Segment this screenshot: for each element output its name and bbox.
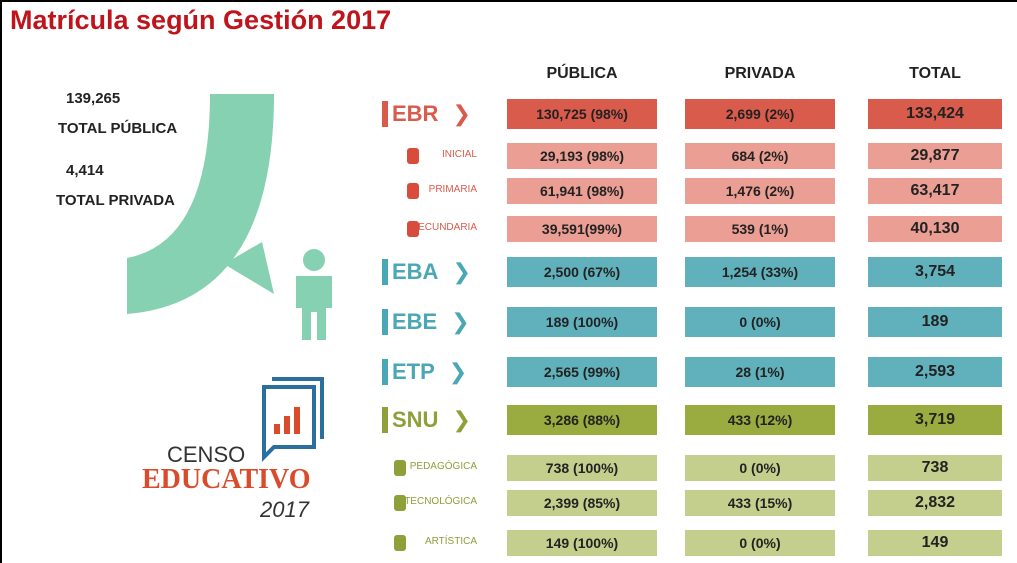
- total-cell: 189: [868, 307, 1002, 337]
- total-cell: 40,130: [868, 216, 1002, 242]
- arc-tip: [224, 242, 274, 294]
- private-cell: 2,699 (2%): [685, 99, 835, 129]
- sub-label: ARTÍSTICA: [424, 536, 477, 547]
- sub-icon: [407, 183, 419, 199]
- total-cell: 2,832: [868, 490, 1002, 516]
- chevron: ❯: [452, 101, 471, 126]
- column-header: PRIVADA: [724, 65, 796, 82]
- public-cell: 189 (100%): [507, 307, 657, 337]
- sub-label: PEDAGÓGICA: [409, 461, 477, 472]
- private-cell: 0 (0%): [685, 530, 835, 556]
- chevron: ❯: [452, 259, 471, 284]
- private-cell: 433 (15%): [685, 490, 835, 516]
- summary-value: 139,265: [66, 90, 121, 107]
- logo-text: 2017: [260, 497, 309, 522]
- private-cell: 28 (1%): [685, 357, 835, 387]
- bracket: [382, 259, 388, 285]
- sub-label: TECNOLÓGICA: [404, 496, 477, 507]
- sub-icon: [394, 460, 406, 476]
- sub-label: INICIAL: [441, 149, 477, 160]
- row-label-text: EBE: [392, 309, 438, 334]
- public-cell: 130,725 (98%): [507, 99, 657, 129]
- summary-label: TOTAL PÚBLICA: [58, 120, 178, 137]
- total-cell: 3,754: [868, 257, 1002, 287]
- chevron: ❯: [448, 359, 468, 384]
- sub-icon: [394, 495, 406, 511]
- private-cell: 0 (0%): [685, 307, 835, 337]
- row-label-text: ETP: [392, 359, 435, 384]
- public-cell: 2,565 (99%): [507, 357, 657, 387]
- public-cell: 61,941 (98%): [507, 178, 657, 204]
- column-header: TOTAL: [909, 65, 961, 82]
- total-cell: 2,593: [868, 357, 1002, 387]
- book-icon: [262, 377, 324, 462]
- row-label-text: EBA: [392, 259, 439, 284]
- sub-icon: [394, 535, 406, 551]
- sub-label: PRIMARIA: [428, 184, 477, 195]
- sub-icon: [407, 148, 419, 164]
- arc: [127, 94, 274, 314]
- public-cell: 149 (100%): [507, 530, 657, 556]
- bracket: [382, 407, 388, 433]
- row-label: SNU ❯: [382, 405, 471, 435]
- row-label: EBA ❯: [382, 257, 471, 287]
- total-cell: 738: [868, 455, 1002, 481]
- chevron: ❯: [451, 309, 470, 334]
- private-cell: 539 (1%): [685, 216, 835, 242]
- column-header: PÚBLICA: [546, 65, 618, 82]
- row-label-text: SNU: [392, 407, 439, 432]
- logo-text: EDUCATIVO: [142, 464, 311, 495]
- private-cell: 1,476 (2%): [685, 178, 835, 204]
- row-label: ETP ❯: [382, 357, 467, 387]
- total-cell: 63,417: [868, 178, 1002, 204]
- public-cell: 3,286 (88%): [507, 405, 657, 435]
- total-cell: 149: [868, 530, 1002, 556]
- bracket: [382, 101, 388, 127]
- row-label: EBE ❯: [382, 307, 470, 337]
- public-cell: 738 (100%): [507, 455, 657, 481]
- public-cell: 39,591(99%): [507, 216, 657, 242]
- logo-text: CENSO: [167, 442, 246, 467]
- private-cell: 0 (0%): [685, 455, 835, 481]
- person-body: [296, 276, 332, 340]
- decorations: [127, 94, 332, 462]
- public-cell: 29,193 (98%): [507, 143, 657, 169]
- private-cell: 1,254 (33%): [685, 257, 835, 287]
- private-cell: 684 (2%): [685, 143, 835, 169]
- person-head: [303, 249, 325, 271]
- total-cell: 133,424: [868, 99, 1002, 129]
- bracket: [382, 309, 388, 335]
- sub-icon: [407, 221, 419, 237]
- private-cell: 433 (12%): [685, 405, 835, 435]
- bracket: [382, 359, 388, 385]
- title: Matrícula según Gestión 2017: [10, 5, 392, 35]
- total-cell: 29,877: [868, 143, 1002, 169]
- chevron: ❯: [452, 407, 471, 432]
- public-cell: 2,500 (67%): [507, 257, 657, 287]
- summary-value: 4,414: [66, 162, 104, 179]
- row-label: EBR ❯: [382, 99, 471, 129]
- public-cell: 2,399 (85%): [507, 490, 657, 516]
- sub-label: SECUNDARIA: [411, 222, 477, 233]
- total-cell: 3,719: [868, 405, 1002, 435]
- summary-label: TOTAL PRIVADA: [56, 192, 175, 209]
- row-label-text: EBR: [392, 101, 439, 126]
